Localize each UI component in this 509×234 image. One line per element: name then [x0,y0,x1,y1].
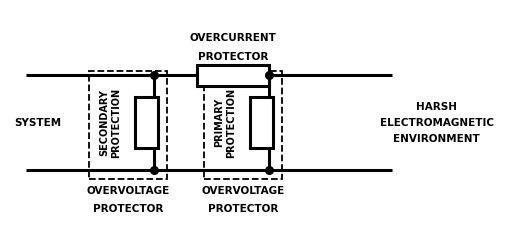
Bar [135,97,158,148]
Text: OVERVOLTAGE: OVERVOLTAGE [201,186,285,196]
Text: OVERVOLTAGE: OVERVOLTAGE [86,186,169,196]
Text: SYSTEM: SYSTEM [14,118,61,128]
Text: ELECTROMAGNETIC: ELECTROMAGNETIC [380,118,494,128]
Text: OVERCURRENT: OVERCURRENT [189,33,276,43]
Text: SECONDARY
PROTECTION: SECONDARY PROTECTION [99,88,121,158]
Bar [89,71,166,179]
Bar [250,97,273,148]
Text: PROTECTOR: PROTECTOR [197,52,268,62]
Bar [204,71,281,179]
Bar [196,65,269,86]
Text: PRIMARY
PROTECTION: PRIMARY PROTECTION [214,88,236,158]
Text: PROTECTOR: PROTECTOR [93,205,163,215]
Text: ENVIRONMENT: ENVIRONMENT [393,134,480,144]
Text: HARSH: HARSH [416,102,457,112]
Text: PROTECTOR: PROTECTOR [208,205,278,215]
